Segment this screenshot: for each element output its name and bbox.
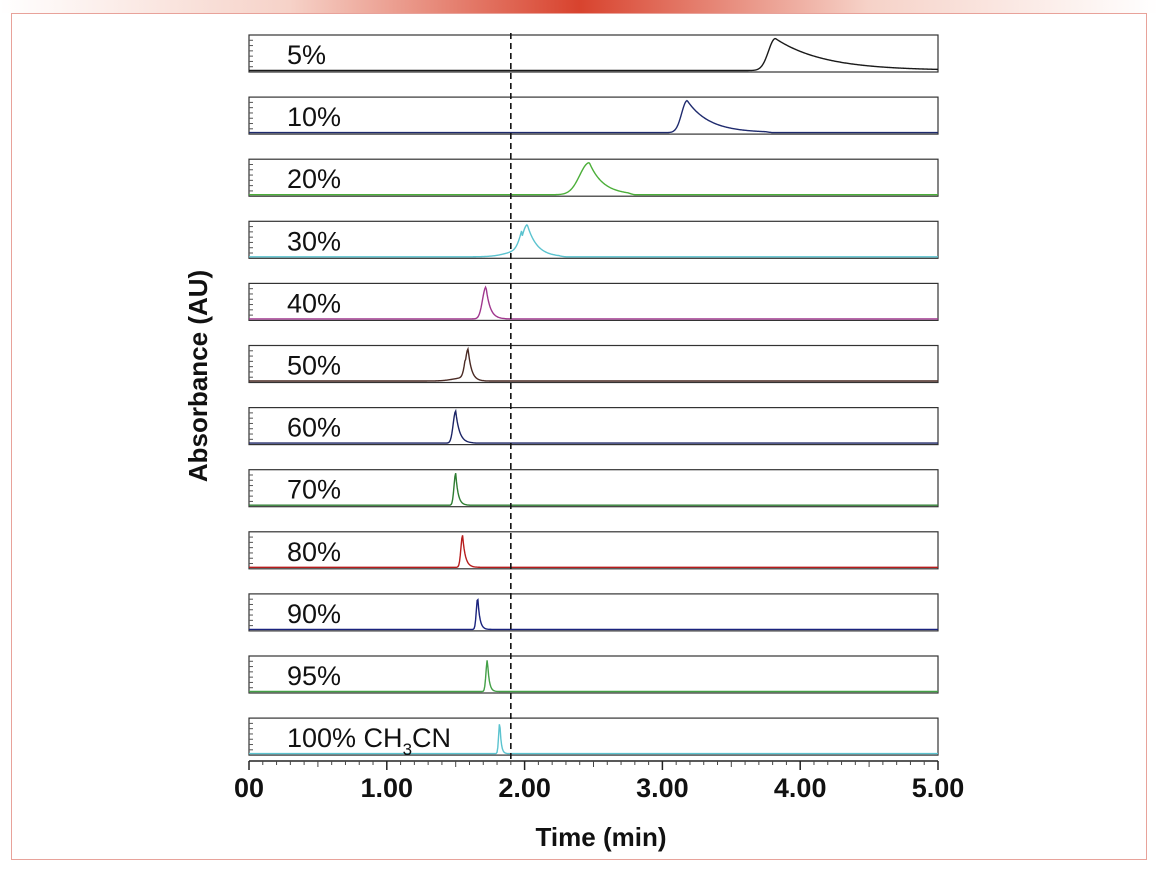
trace-line — [249, 161, 938, 196]
series-label: 30% — [287, 226, 341, 256]
series-label: 70% — [287, 475, 341, 505]
x-tick-label: 3.00 — [636, 773, 689, 803]
x-tick-label: 5.00 — [912, 773, 965, 803]
panel-frame — [248, 655, 939, 694]
panel-3: 20% — [248, 158, 939, 197]
panel-7: 60% — [248, 407, 939, 446]
trace-line — [249, 346, 938, 382]
panel-frame — [248, 344, 939, 384]
panel-8: 70% — [248, 469, 939, 508]
trace-line — [249, 37, 939, 72]
series-label: 10% — [287, 102, 341, 132]
panel-10: 90% — [248, 593, 939, 632]
trace-line — [249, 660, 938, 693]
chromatogram-panels: 5% 10% 20% 30% 40% 50% 60% 70% 80% 90% 95% 100% CH3… — [248, 34, 939, 759]
panel-9: 80% — [248, 531, 939, 570]
series-label: 5% — [287, 40, 326, 70]
trace-line — [249, 285, 938, 320]
panel-frame — [248, 593, 939, 632]
panel-frame — [248, 717, 939, 756]
series-label: 20% — [287, 164, 341, 194]
series-label: 80% — [287, 537, 341, 567]
panel-frame — [248, 96, 939, 135]
panel-frame — [248, 34, 939, 73]
x-tick-label: 2.00 — [498, 773, 551, 803]
panel-frame — [248, 469, 939, 508]
y-axis-title: Absorbance (AU) — [183, 270, 213, 482]
x-axis-title: Time (min) — [536, 822, 667, 852]
panel-frame — [248, 531, 939, 570]
panel-1: 5% — [248, 34, 939, 73]
trace-line — [249, 598, 938, 631]
label-part: CN — [412, 723, 451, 753]
series-label: 40% — [287, 288, 341, 318]
series-label: 60% — [287, 413, 341, 443]
panel-6: 50% — [248, 344, 939, 384]
panel-5: 40% — [248, 282, 939, 321]
trace-line — [249, 535, 938, 568]
series-label: 100% CH3CN — [287, 723, 451, 759]
trace-line — [249, 724, 938, 755]
panel-frame — [248, 220, 939, 259]
x-tick-label: 1.00 — [361, 773, 414, 803]
trace-line — [249, 473, 938, 506]
label-part: 100% CH — [287, 723, 403, 753]
panel-2: 10% — [248, 96, 939, 135]
x-tick-label: 00 — [234, 773, 264, 803]
trace-line — [249, 408, 938, 444]
trace-line — [249, 99, 938, 134]
panel-11: 95% — [248, 655, 939, 694]
panel-frame — [248, 407, 939, 446]
figure-frame — [11, 13, 1147, 860]
top-accent-band — [0, 0, 1158, 13]
panel-frame — [248, 158, 939, 197]
x-axis: 00 1.00 2.00 3.00 4.00 5.00 — [234, 760, 965, 803]
series-label: 50% — [287, 351, 341, 381]
series-label: 90% — [287, 599, 341, 629]
trace-line — [249, 223, 938, 258]
panel-frame — [248, 282, 939, 321]
panel-4: 30% — [248, 220, 939, 259]
x-tick-label: 4.00 — [774, 773, 827, 803]
series-label: 95% — [287, 661, 341, 691]
label-subscript: 3 — [403, 740, 412, 759]
panel-12: 100% CH3CN — [248, 717, 939, 759]
